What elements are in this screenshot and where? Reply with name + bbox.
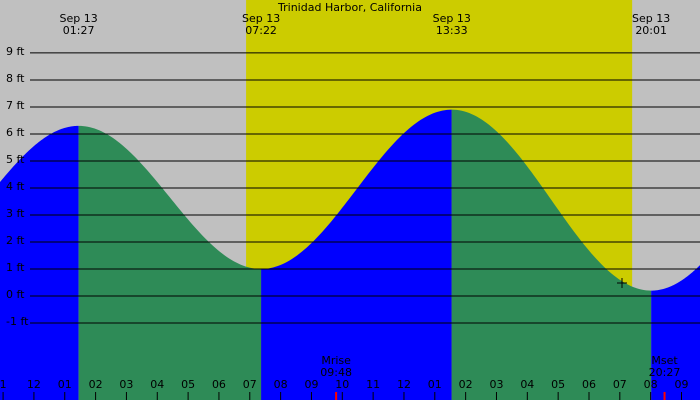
x-tick-label: 12 — [27, 378, 41, 391]
x-tick-label: 10 — [335, 378, 349, 391]
y-tick-label: 0 ft — [6, 288, 25, 301]
extreme-time: 01:27 — [63, 24, 95, 37]
x-tick-label: 05 — [181, 378, 195, 391]
extreme-date: Sep 13 — [433, 12, 471, 25]
x-tick-label: 03 — [489, 378, 503, 391]
x-tick-label: 03 — [119, 378, 133, 391]
extreme-date: Sep 13 — [632, 12, 670, 25]
moon-time: 20:27 — [649, 366, 681, 379]
y-tick-label: 5 ft — [6, 153, 25, 166]
tide-area — [651, 265, 700, 400]
extreme-time: 07:22 — [245, 24, 277, 37]
y-tick-label: 2 ft — [6, 234, 25, 247]
x-tick-label: 12 — [397, 378, 411, 391]
extreme-date: Sep 13 — [242, 12, 280, 25]
tide-area — [78, 125, 262, 400]
tide-area — [261, 109, 452, 400]
tide-area — [0, 125, 79, 400]
extreme-date: Sep 13 — [60, 12, 98, 25]
y-tick-label: 1 ft — [6, 261, 25, 274]
x-tick-label: 04 — [520, 378, 534, 391]
extreme-time: 13:33 — [436, 24, 468, 37]
x-tick-label: 07 — [613, 378, 627, 391]
x-tick-label: 11 — [366, 378, 380, 391]
x-tick-label: 07 — [243, 378, 257, 391]
x-tick-label: 08 — [644, 378, 658, 391]
x-tick-label: 1 — [0, 378, 7, 391]
moon-label: Mset — [651, 354, 678, 367]
y-tick-label: 6 ft — [6, 126, 25, 139]
y-tick-label: 8 ft — [6, 72, 25, 85]
x-tick-label: 02 — [89, 378, 103, 391]
x-tick-label: 09 — [674, 378, 688, 391]
x-tick-label: 01 — [58, 378, 72, 391]
x-tick-label: 06 — [212, 378, 226, 391]
moon-label: Mrise — [321, 354, 351, 367]
y-tick-label: 4 ft — [6, 180, 25, 193]
y-tick-label: 9 ft — [6, 45, 25, 58]
tide-area — [451, 109, 652, 400]
moon-time: 09:48 — [320, 366, 352, 379]
x-tick-label: 09 — [304, 378, 318, 391]
chart-title: Trinidad Harbor, California — [277, 1, 422, 14]
x-tick-label: 05 — [551, 378, 565, 391]
x-tick-label: 08 — [274, 378, 288, 391]
x-tick-label: 01 — [428, 378, 442, 391]
y-tick-label: 3 ft — [6, 207, 25, 220]
x-tick-label: 04 — [150, 378, 164, 391]
y-tick-label: -1 ft — [6, 315, 29, 328]
x-tick-label: 02 — [459, 378, 473, 391]
y-tick-label: 7 ft — [6, 99, 25, 112]
extreme-time: 20:01 — [635, 24, 667, 37]
x-tick-label: 06 — [582, 378, 596, 391]
